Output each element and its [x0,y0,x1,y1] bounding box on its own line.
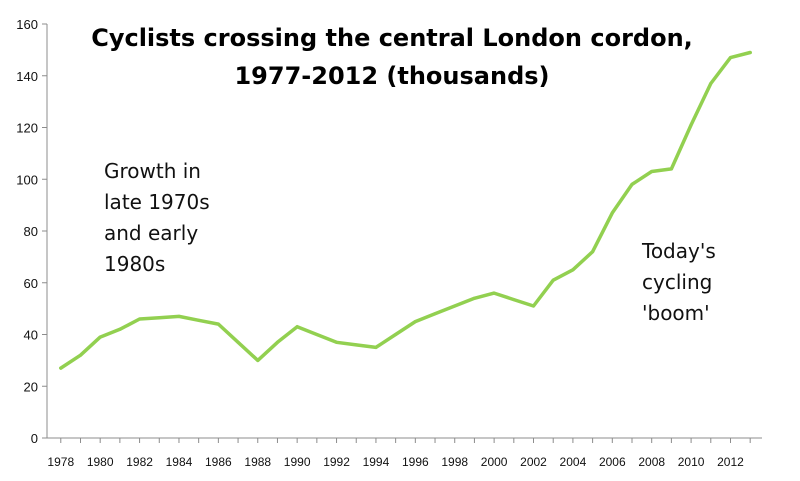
data-point [118,327,122,331]
y-tick-label: 160 [16,17,38,32]
x-tick-label: 2000 [481,455,508,469]
x-axis: 1978 1980 1982 1984 1986 1988 1990 1992 1994 1996… [47,437,762,469]
data-point [689,123,693,127]
data-point [236,340,240,344]
x-tick-label: 2012 [717,455,744,469]
data-point [748,51,752,54]
data-point [453,304,457,308]
data-point [472,296,476,300]
x-tick-label: 2006 [599,455,626,469]
x-tick-label: 2010 [678,455,705,469]
series-layer [59,50,752,370]
x-tick-label: 1984 [166,455,193,469]
data-point [295,325,299,329]
annotation-boom-line-2: cycling [642,270,712,294]
annotation-boom-line-1: Today's [641,239,716,263]
data-point [571,268,575,272]
data-point [138,317,142,321]
data-point [315,333,319,336]
data-point [394,333,398,336]
x-tick-label: 1982 [126,455,153,469]
data-point [177,314,181,318]
annotation-growth-line-1: Growth in [104,159,201,183]
data-point [669,167,673,171]
data-point [197,318,201,322]
data-point [256,358,260,362]
data-point [532,304,535,308]
data-point [492,291,496,295]
data-point [591,250,595,254]
y-tick-label: 120 [16,121,38,136]
x-tick-label: 1992 [323,455,350,469]
data-point [276,340,279,344]
x-tick-label: 1978 [47,455,74,469]
x-tick-label: 2002 [520,455,547,469]
x-tick-label: 1986 [205,455,232,469]
y-tick-label: 0 [31,431,38,446]
data-point [157,316,161,320]
annotation-growth-line-3: and early [104,221,198,245]
chart-title-line-1: Cyclists crossing the central London cor… [91,24,693,52]
x-tick-label: 2004 [560,455,587,469]
y-tick-label: 80 [24,224,38,239]
chart-title-line-2: 1977-2012 (thousands) [234,62,549,90]
y-tick-label: 20 [24,379,38,394]
data-point [79,353,82,357]
y-tick-label: 100 [16,172,38,187]
x-tick-label: 1994 [363,455,390,469]
data-point [59,366,63,370]
y-tick-label: 40 [24,328,38,343]
data-point [709,82,713,85]
data-point [650,170,654,173]
data-point [98,335,102,339]
annotation-growth-line-2: late 1970s [104,190,210,214]
data-point [335,340,338,344]
y-tick-label: 140 [16,69,38,84]
y-axis: 0 20 40 60 80 100 120 140 160 [16,17,48,446]
data-point [729,56,732,60]
data-point [610,211,614,215]
data-point [374,345,378,349]
annotation-growth-line-4: 1980s [104,252,165,276]
data-point [433,312,437,316]
data-point [630,182,634,186]
data-point [413,320,417,324]
x-tick-label: 2008 [638,455,665,469]
series-line [59,50,752,370]
x-tick-label: 1998 [441,455,468,469]
data-point [512,298,516,302]
annotation-boom-line-3: 'boom' [642,301,710,325]
data-point [551,278,555,282]
y-tick-label: 60 [24,276,38,291]
data-point [354,343,358,347]
x-tick-label: 1980 [87,455,114,469]
x-tick-label: 1996 [402,455,429,469]
data-point [216,322,220,326]
x-tick-label: 1990 [284,455,311,469]
x-tick-label: 1988 [244,455,271,469]
